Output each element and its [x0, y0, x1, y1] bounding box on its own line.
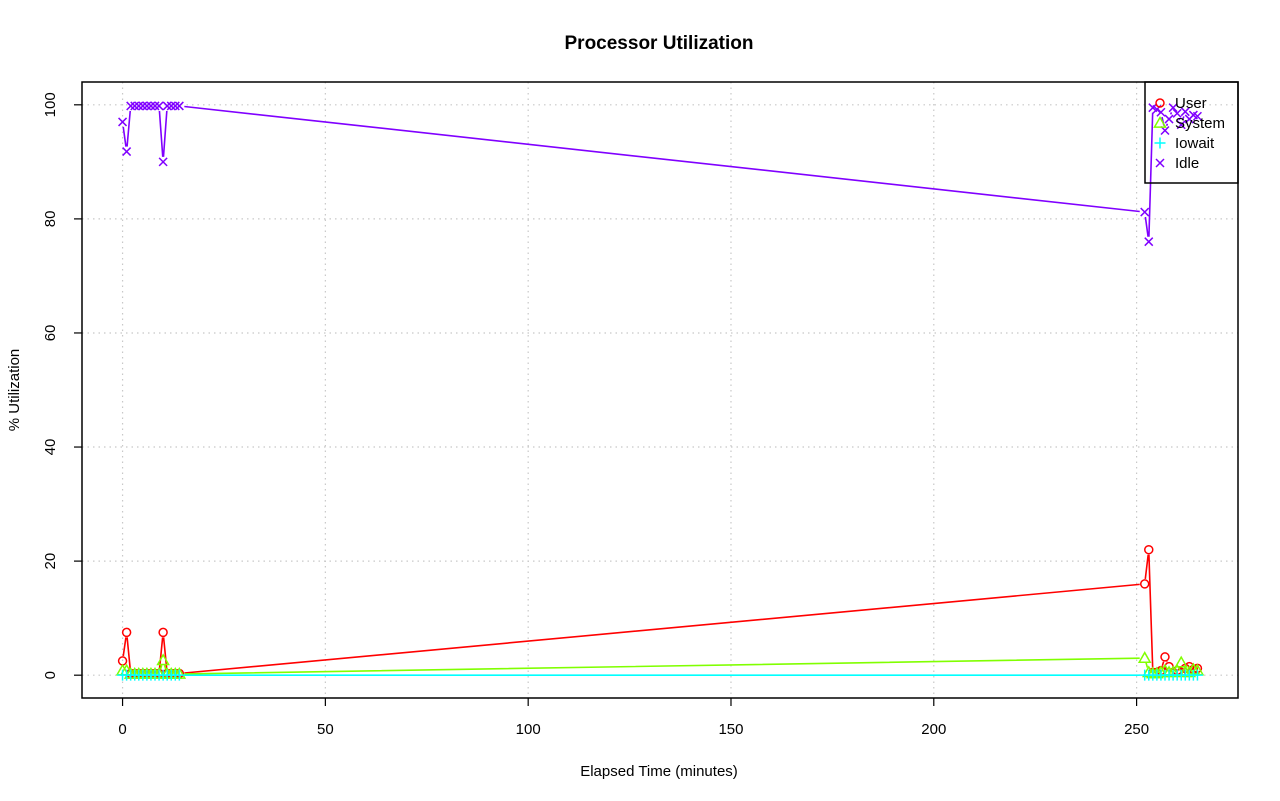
- legend-marker-idle: [1155, 158, 1165, 168]
- data-point-system: [1174, 655, 1189, 668]
- y-axis-label: % Utilization: [6, 349, 23, 432]
- data-point-system: [1137, 651, 1152, 663]
- chart-title: Processor Utilization: [565, 33, 754, 54]
- legend-box: [1144, 81, 1239, 184]
- legend-marker-system: [1153, 115, 1167, 128]
- x-tick-label: 200: [921, 721, 946, 738]
- series-line-system: [159, 657, 1185, 675]
- legend-marker-user: [1155, 98, 1165, 108]
- data-point-idle: [158, 157, 168, 167]
- axes: 0 50 100 150 200 250 0 20 40 60 80 100: [42, 92, 1149, 738]
- x-tick-label: 100: [516, 721, 541, 738]
- data-point-idle: [1180, 107, 1190, 117]
- legend: User System Iowait Idle: [1144, 81, 1239, 184]
- series-user: [117, 544, 1203, 679]
- series-line-idle: [122, 105, 1185, 237]
- data-point-idle: [130, 101, 140, 111]
- legend-label-iowait: Iowait: [1175, 135, 1215, 152]
- data-point-idle: [1192, 111, 1202, 121]
- data-point-idle: [174, 101, 184, 111]
- y-tick-label: 60: [42, 325, 59, 342]
- legend-item-idle: Idle: [1155, 155, 1199, 172]
- legend-item-iowait: Iowait: [1154, 135, 1215, 152]
- series-layer: [115, 101, 1205, 681]
- data-point-idle: [166, 101, 176, 111]
- data-point-idle: [1156, 107, 1166, 117]
- series-idle: [118, 101, 1202, 247]
- y-tick-label: 100: [42, 92, 59, 117]
- x-axis-label: Elapsed Time (minutes): [580, 763, 738, 780]
- x-tick-label: 50: [317, 721, 334, 738]
- legend-label-user: User: [1175, 95, 1207, 112]
- x-tick-label: 150: [718, 721, 743, 738]
- series-system: [115, 651, 1205, 679]
- data-point-idle: [126, 101, 136, 111]
- data-point-idle: [1140, 207, 1150, 217]
- data-point-iowait: [1191, 669, 1203, 681]
- legend-item-user: User: [1155, 95, 1207, 112]
- data-point-idle: [142, 101, 152, 111]
- legend-item-system: System: [1153, 115, 1225, 132]
- data-point-idle: [1168, 103, 1178, 113]
- x-tick-label: 250: [1124, 721, 1149, 738]
- data-point-idle: [138, 101, 148, 111]
- data-point-user: [1160, 652, 1170, 662]
- data-point-system: [156, 653, 170, 666]
- y-tick-label: 40: [42, 439, 59, 456]
- y-tick-label: 20: [42, 553, 59, 570]
- y-tick-label: 80: [42, 211, 59, 228]
- data-point-idle: [1172, 108, 1182, 118]
- data-point-idle: [1164, 114, 1174, 124]
- data-point-idle: [134, 101, 144, 111]
- data-point-user: [1144, 544, 1154, 555]
- y-tick-label: 0: [42, 671, 59, 679]
- data-point-idle: [146, 101, 156, 111]
- data-point-idle: [150, 101, 160, 111]
- data-point-idle: [162, 101, 172, 111]
- data-point-user: [158, 627, 168, 638]
- x-tick-label: 0: [118, 721, 126, 738]
- plot-frame: [81, 81, 1239, 699]
- data-point-idle: [1144, 237, 1154, 247]
- data-point-idle: [122, 147, 132, 157]
- data-point-idle: [170, 101, 180, 111]
- data-point-user: [121, 627, 132, 638]
- legend-marker-iowait: [1154, 137, 1166, 149]
- series-iowait: [117, 669, 1203, 681]
- grid: [82, 82, 1238, 698]
- legend-label-system: System: [1175, 115, 1225, 132]
- series-line-user: [122, 554, 1168, 674]
- data-point-idle: [118, 117, 128, 127]
- data-point-idle: [154, 101, 164, 111]
- data-point-iowait: [173, 669, 185, 681]
- data-point-user: [1139, 579, 1150, 589]
- legend-label-idle: Idle: [1175, 155, 1199, 172]
- data-point-idle: [1176, 120, 1186, 130]
